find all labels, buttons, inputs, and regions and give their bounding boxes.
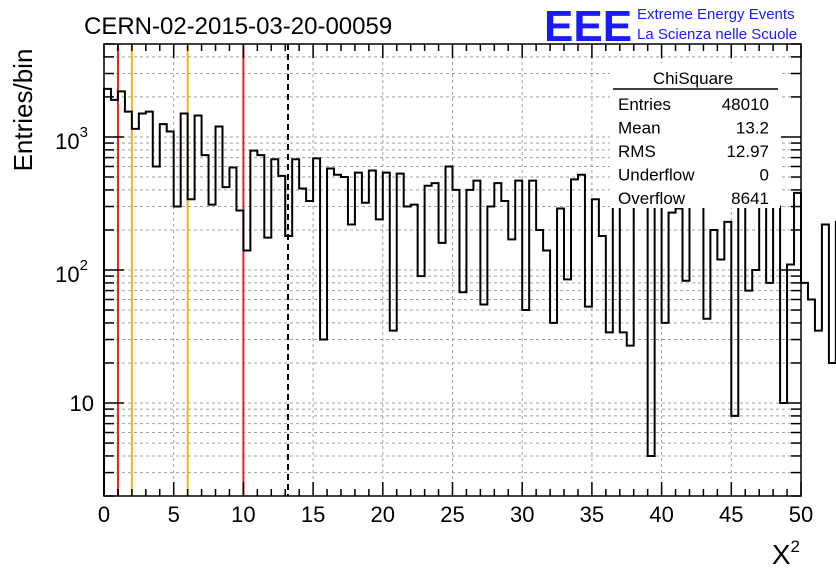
stats-row-label: Entries: [618, 95, 671, 114]
x-tick-label: 15: [301, 502, 325, 527]
x-tick-label: 35: [580, 502, 604, 527]
x-tick-label: 10: [231, 502, 255, 527]
eee-logo: EEE: [544, 2, 632, 51]
stats-row-label: RMS: [618, 142, 656, 161]
y-tick-label: 103: [55, 124, 88, 154]
stats-row-value: 48010: [722, 95, 769, 114]
stats-row-label: Underflow: [618, 166, 695, 185]
stats-row-value: 0: [760, 166, 769, 185]
y-tick-label: 102: [55, 257, 88, 287]
x-tick-labels: 0 5 10 15 20 25 30 35 40 45 50: [98, 502, 813, 527]
stats-row-label: Mean: [618, 119, 661, 138]
y-axis-title: Entries/bin: [8, 49, 38, 172]
x-tick-label: 20: [371, 502, 395, 527]
axis-ticks: [103, 43, 802, 497]
x-tick-label: 50: [789, 502, 813, 527]
run-title: CERN-02-2015-03-20-00059: [84, 13, 392, 40]
stats-row-value: 8641: [731, 189, 769, 208]
stats-box: ChiSquare Entries 48010 Mean 13.2 RMS 12.97 Un…: [610, 63, 780, 208]
x-tick-label: 40: [649, 502, 673, 527]
stats-box-background: [610, 63, 780, 208]
x-tick-label: 30: [510, 502, 534, 527]
org-name-line1: Extreme Energy Events: [637, 6, 795, 23]
stats-row-label: Overflow: [618, 189, 686, 208]
y-tick-label: 10: [70, 391, 94, 416]
x-tick-label: 5: [168, 502, 180, 527]
stats-row-value: 13.2: [736, 119, 769, 138]
org-name-line2: La Scienza nelle Scuole: [637, 26, 797, 43]
y-tick-labels: 10 102 103: [55, 124, 94, 416]
histogram-series: [103, 87, 836, 496]
x-tick-label: 0: [98, 502, 110, 527]
stats-title: ChiSquare: [653, 69, 733, 88]
x-axis-title: X2: [772, 537, 800, 570]
stats-row-value: 12.97: [726, 142, 769, 161]
x-tick-label: 25: [440, 502, 464, 527]
x-tick-label: 45: [719, 502, 743, 527]
